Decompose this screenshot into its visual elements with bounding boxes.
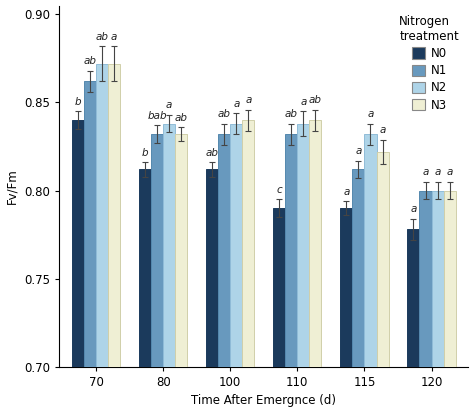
Bar (273, 208, 285, 367)
Text: a: a (367, 109, 374, 119)
Text: ab: ab (175, 113, 188, 123)
Legend: N0, N1, N2, N3: N0, N1, N2, N3 (396, 12, 463, 115)
Text: a: a (111, 32, 118, 42)
Bar (419, 191, 431, 367)
Bar (175, 134, 187, 367)
Bar (444, 191, 456, 367)
X-axis label: Time After Emergnce (d): Time After Emergnce (d) (191, 394, 336, 408)
Text: a: a (422, 167, 428, 178)
Text: a: a (447, 167, 453, 178)
Bar (376, 152, 389, 367)
Bar (230, 123, 242, 367)
Bar (297, 123, 310, 367)
Text: a: a (410, 204, 417, 214)
Bar (242, 120, 255, 367)
Text: c: c (276, 185, 282, 195)
Text: a: a (166, 100, 173, 110)
Text: a: a (245, 95, 252, 105)
Bar (151, 134, 163, 367)
Bar (365, 134, 376, 367)
Text: a: a (379, 125, 386, 135)
Bar (431, 191, 444, 367)
Text: a: a (355, 146, 362, 156)
Text: bab: bab (147, 111, 167, 121)
Text: a: a (434, 167, 441, 178)
Bar (84, 81, 96, 367)
Text: a: a (343, 187, 349, 197)
Bar (218, 134, 230, 367)
Bar (163, 123, 175, 367)
Bar (72, 120, 84, 367)
Text: b: b (74, 97, 81, 107)
Bar (407, 229, 419, 367)
Y-axis label: Fv/Fm: Fv/Fm (6, 169, 18, 204)
Bar (340, 208, 352, 367)
Text: ab: ab (83, 56, 97, 66)
Bar (96, 64, 108, 367)
Text: a: a (233, 99, 239, 109)
Text: ab: ab (96, 32, 109, 42)
Bar (352, 169, 365, 367)
Text: a: a (300, 97, 307, 107)
Text: ab: ab (218, 109, 231, 119)
Text: ab: ab (206, 148, 219, 158)
Bar (139, 169, 151, 367)
Bar (285, 134, 297, 367)
Text: ab: ab (285, 109, 298, 119)
Bar (108, 64, 120, 367)
Bar (310, 120, 321, 367)
Bar (206, 169, 218, 367)
Text: b: b (142, 148, 148, 158)
Text: ab: ab (309, 95, 322, 105)
